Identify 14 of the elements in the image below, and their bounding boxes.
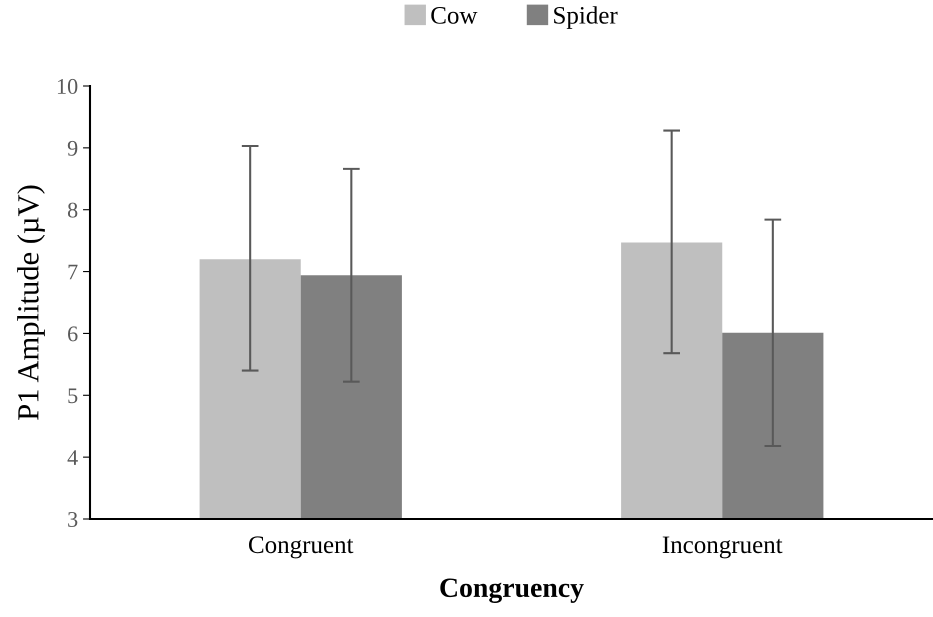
y-tick-label: 4 xyxy=(68,450,78,465)
legend-label: Spider xyxy=(554,6,618,29)
y-tick-label: 9 xyxy=(68,140,78,156)
y-tick-label: 5 xyxy=(68,388,78,404)
y-tick-label: 6 xyxy=(68,326,78,342)
x-tick-label: Incongruent xyxy=(662,536,782,558)
x-axis-title: Congruency xyxy=(440,578,584,603)
y-axis-title: P1 Amplitude (µV) xyxy=(17,186,45,420)
y-tick-label: 10 xyxy=(58,78,78,94)
y-tick-label: 8 xyxy=(68,202,78,218)
x-tick-label: Congruent xyxy=(249,536,354,558)
legend-label: Cow xyxy=(431,6,478,24)
y-tick-label: 3 xyxy=(68,512,78,527)
y-tick-label: 7 xyxy=(68,264,78,280)
